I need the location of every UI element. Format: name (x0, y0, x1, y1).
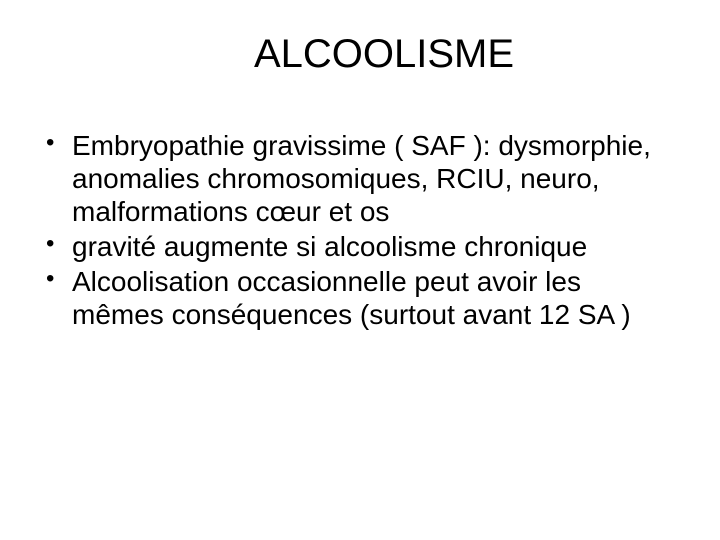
bullet-item: gravité augmente si alcoolisme chronique (44, 230, 680, 263)
bullet-item: Alcoolisation occasionnelle peut avoir l… (44, 265, 680, 331)
slide: ALCOOLISME Embryopathie gravissime ( SAF… (0, 0, 720, 540)
bullet-item: Embryopathie gravissime ( SAF ): dysmorp… (44, 129, 680, 228)
slide-title: ALCOOLISME (88, 32, 680, 77)
bullet-list: Embryopathie gravissime ( SAF ): dysmorp… (40, 129, 680, 331)
